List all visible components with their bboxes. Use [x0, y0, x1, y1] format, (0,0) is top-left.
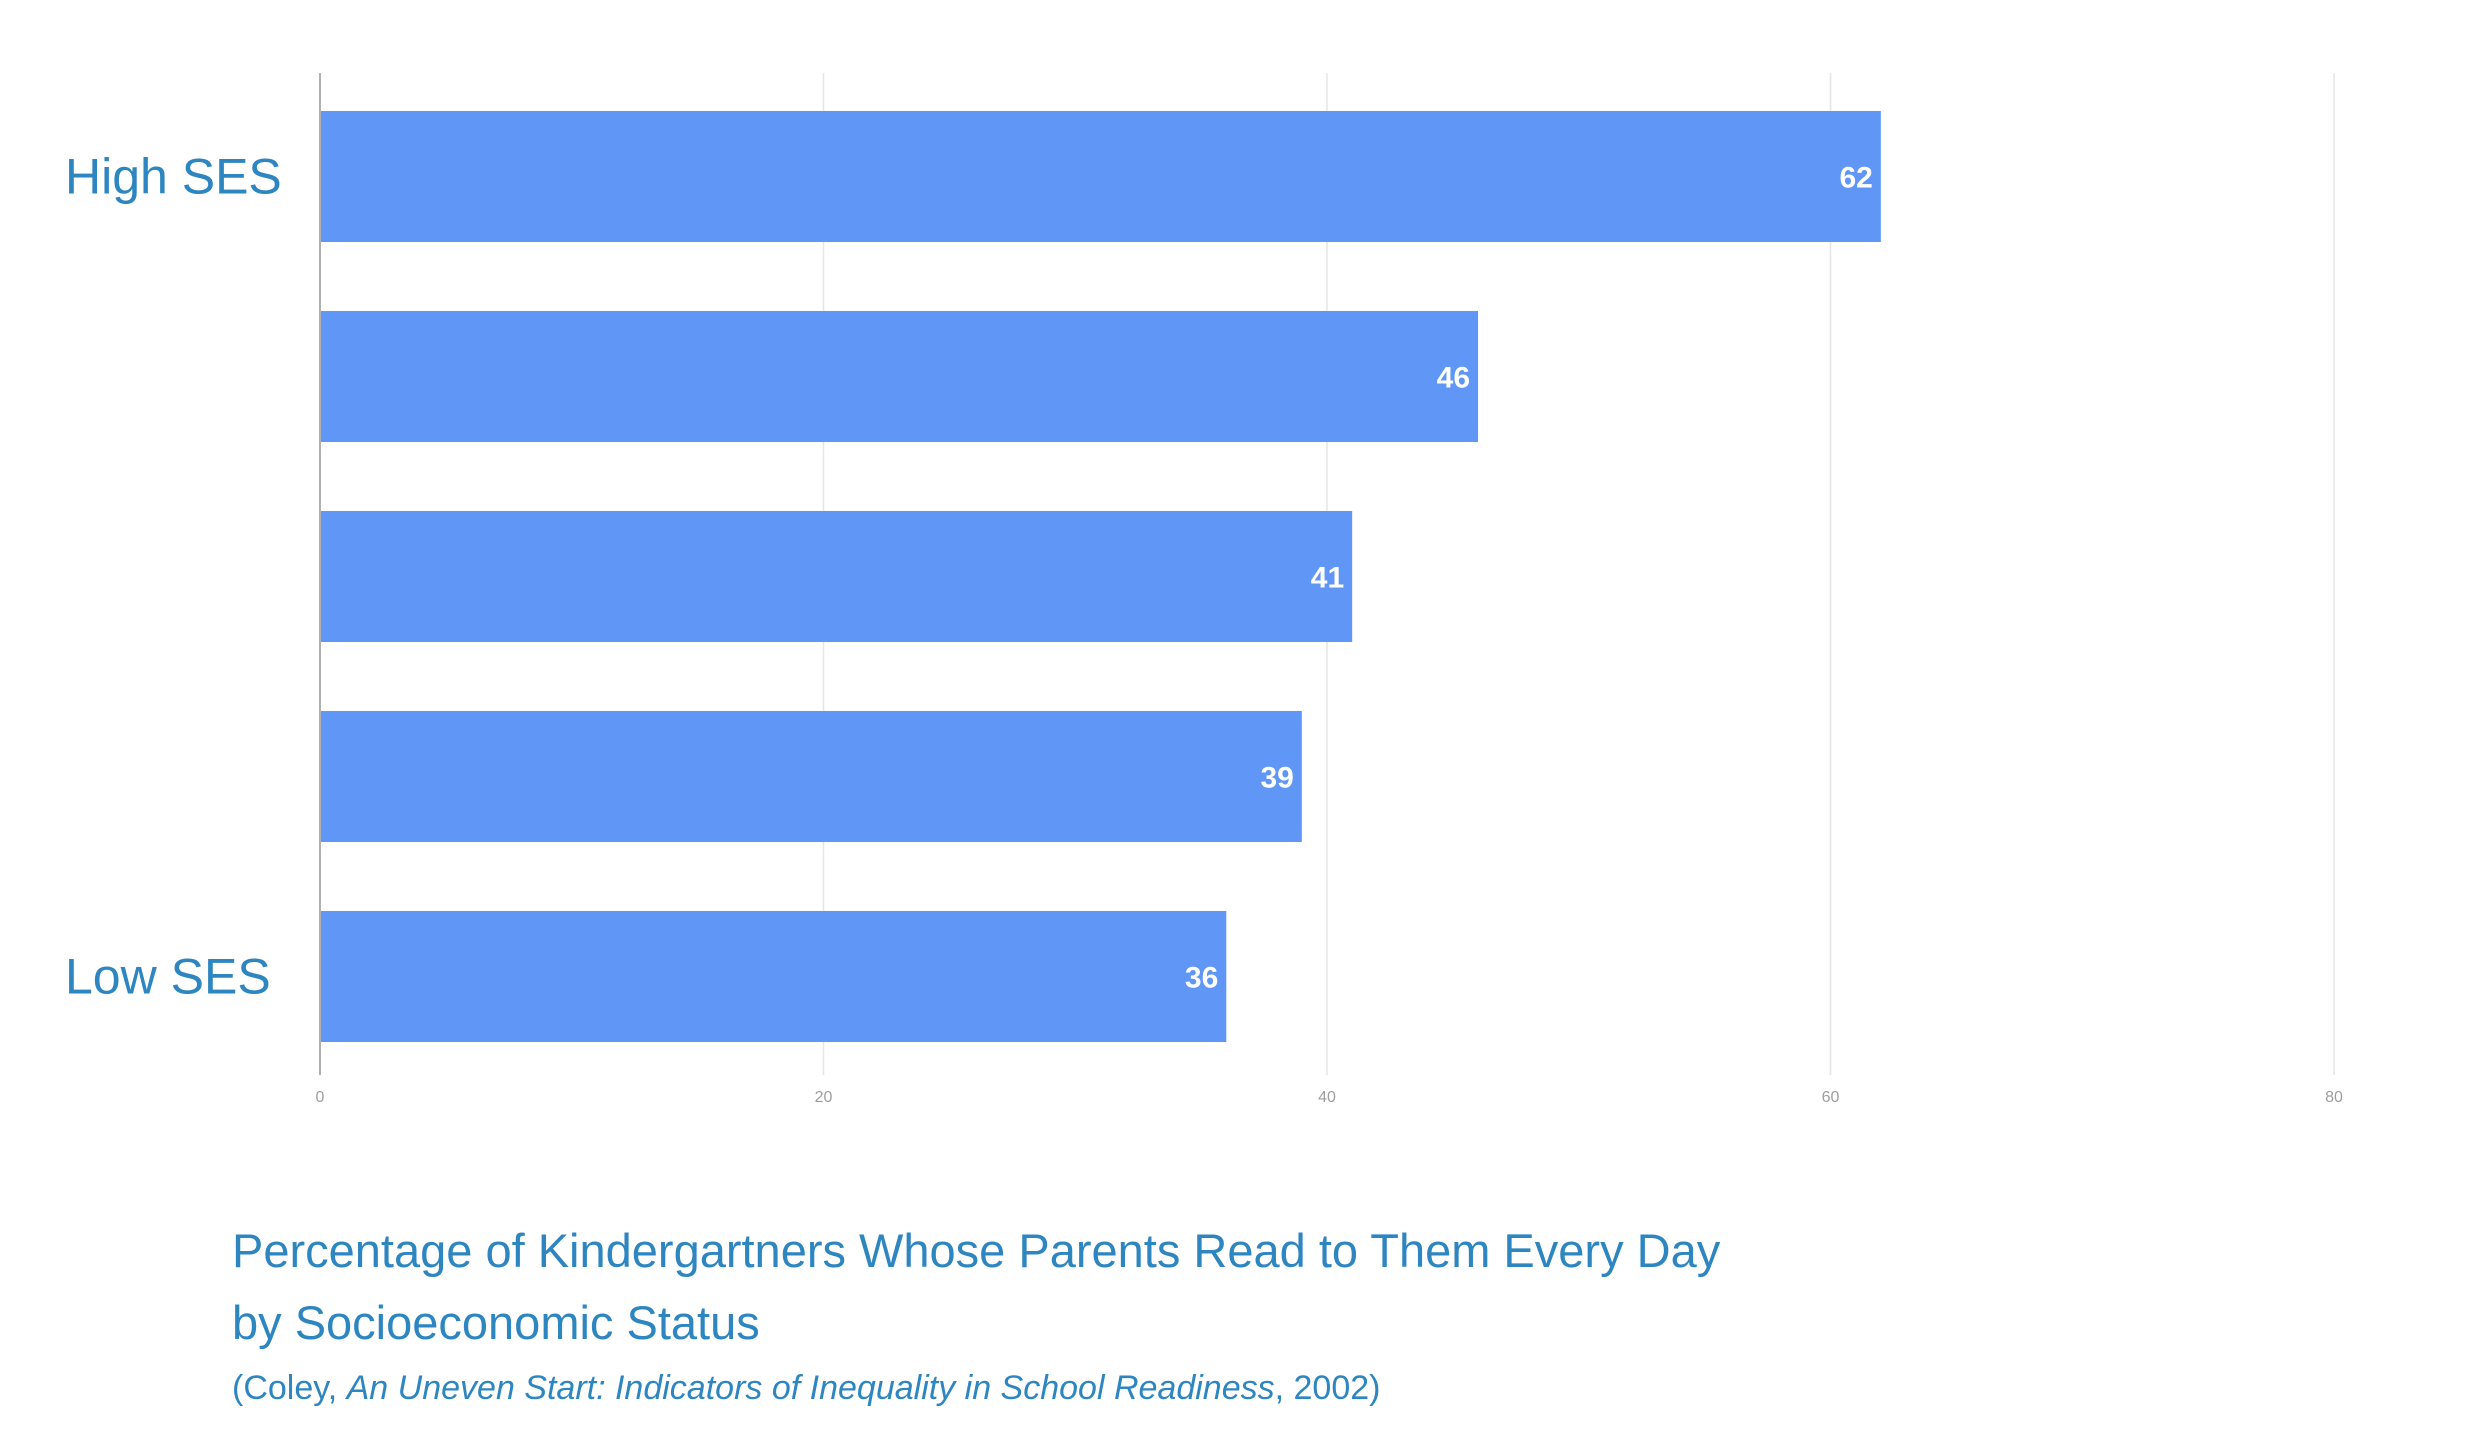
- bar-value-label: 62: [1839, 162, 1872, 195]
- source-prefix: (Coley,: [232, 1369, 347, 1407]
- bars: [321, 111, 1881, 1042]
- x-tick-label: 60: [1822, 1089, 1840, 1106]
- bar: [321, 911, 1227, 1042]
- x-tick-label: 20: [815, 1089, 833, 1106]
- bar: [321, 511, 1353, 642]
- chart-source: (Coley, An Uneven Start: Indicators of I…: [232, 1363, 2232, 1413]
- source-work-title: An Uneven Start: Indicators of Inequalit…: [346, 1369, 1275, 1407]
- x-tick-label: 40: [1318, 1089, 1336, 1106]
- bar-value-label: 39: [1260, 762, 1293, 795]
- bar-value-label: 46: [1437, 362, 1470, 395]
- bar: [321, 711, 1302, 842]
- x-tick-label: 0: [316, 1089, 325, 1106]
- x-tick-label: 80: [2325, 1089, 2343, 1106]
- bar-value-label: 36: [1185, 962, 1218, 995]
- category-label: Low SES: [65, 949, 271, 1005]
- source-suffix: , 2002): [1274, 1369, 1381, 1407]
- chart-title-line-1: Percentage of Kindergartners Whose Paren…: [232, 1224, 1721, 1277]
- bar: [321, 111, 1881, 242]
- category-labels: High SES Low SES: [65, 149, 282, 1005]
- category-label: High SES: [65, 149, 282, 205]
- chart-caption: Percentage of Kindergartners Whose Paren…: [232, 1215, 2232, 1413]
- bar-value-label: 41: [1311, 562, 1344, 595]
- chart-title-line-2: by Socioeconomic Status: [232, 1296, 760, 1349]
- bar: [321, 311, 1479, 442]
- bar-value-labels: 62 46 41 39 36: [1185, 162, 1873, 995]
- x-axis-ticks: 0 20 40 60 80: [316, 1089, 2343, 1106]
